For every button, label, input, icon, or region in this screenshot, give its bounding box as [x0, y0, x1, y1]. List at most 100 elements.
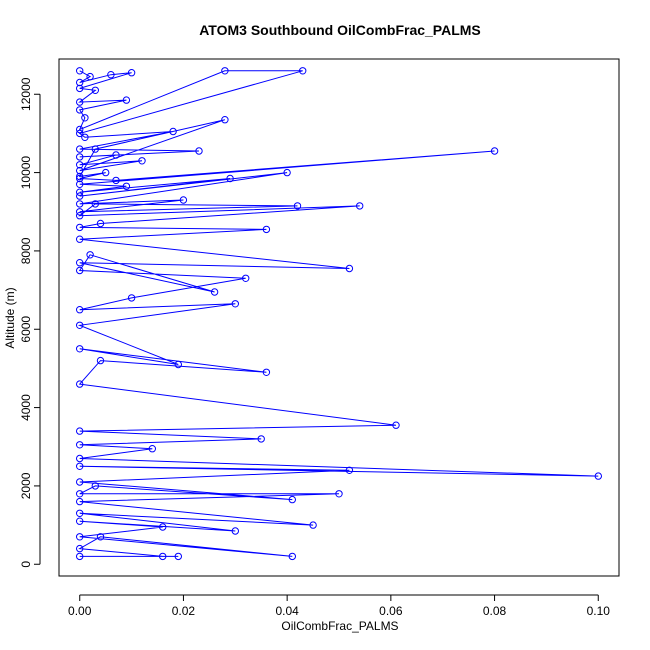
data-point — [174, 360, 183, 369]
data-point — [159, 552, 167, 561]
data-point — [112, 151, 120, 159]
data-point — [288, 495, 296, 504]
data-point — [76, 517, 84, 525]
data-point — [76, 153, 84, 161]
data-point — [76, 208, 84, 216]
x-tick-label: 0.08 — [483, 604, 507, 618]
data-point — [76, 174, 84, 183]
plot-area-frame — [58, 58, 620, 577]
data-point — [81, 114, 89, 122]
data-point — [231, 300, 240, 308]
data-point — [76, 161, 84, 169]
data-point — [76, 223, 84, 232]
data-point — [345, 466, 354, 474]
data-point — [76, 441, 84, 449]
data-point — [76, 125, 84, 134]
data-point — [356, 202, 364, 210]
data-point — [76, 172, 84, 181]
data-point — [221, 67, 229, 75]
data-point — [283, 168, 291, 177]
x-tick-label: 0.04 — [275, 604, 299, 618]
data-point — [490, 147, 499, 155]
data-point — [174, 552, 183, 561]
y-tick-label: 10000 — [19, 156, 33, 190]
x-tick-label: 0.10 — [587, 604, 611, 618]
data-point — [309, 521, 317, 529]
y-tick-label: 6000 — [19, 316, 33, 343]
series-line — [77, 70, 599, 557]
data-point — [76, 478, 84, 486]
data-point — [96, 356, 105, 365]
data-point — [76, 380, 84, 388]
data-point — [231, 527, 240, 535]
data-point — [76, 462, 84, 470]
data-point — [76, 129, 84, 138]
data-point — [76, 192, 84, 200]
data-point — [76, 306, 84, 314]
data-point — [76, 321, 84, 329]
data-point — [102, 168, 110, 177]
data-point — [179, 196, 188, 204]
data-point — [76, 180, 84, 189]
data-point — [76, 552, 84, 561]
data-point — [169, 127, 177, 136]
data-point — [293, 202, 302, 210]
data-point — [122, 182, 131, 191]
x-tick-label: 0.02 — [172, 604, 196, 618]
data-point — [335, 490, 343, 498]
data-point — [195, 147, 203, 155]
data-point — [242, 274, 250, 282]
data-point — [76, 259, 84, 267]
data-point — [221, 116, 229, 124]
data-point — [76, 188, 84, 196]
data-point — [76, 266, 84, 275]
y-axis: 0 2000 4000 6000 8000 10000 12000 — [19, 77, 41, 568]
data-point — [86, 251, 94, 259]
y-tick-label: 2000 — [19, 472, 33, 499]
x-tick-label: 0.00 — [68, 604, 92, 618]
x-tick-label: 0.06 — [379, 604, 403, 618]
data-point — [76, 84, 84, 93]
data-point — [76, 106, 84, 114]
data-point — [210, 288, 219, 296]
data-point — [148, 445, 157, 453]
data-point — [76, 145, 84, 153]
data-point — [96, 219, 105, 228]
chart-title: ATOM3 Southbound OilCombFrac_PALMS — [199, 22, 481, 38]
y-tick-label: 8000 — [19, 237, 33, 264]
data-point — [122, 96, 131, 104]
data-point — [81, 133, 89, 142]
series-layer — [76, 67, 602, 561]
data-point — [226, 174, 234, 183]
data-point — [76, 200, 84, 208]
data-point — [107, 71, 115, 79]
data-point — [112, 176, 120, 185]
data-point — [76, 544, 84, 553]
data-point — [96, 533, 105, 541]
data-point — [91, 482, 100, 490]
data-point — [76, 235, 84, 243]
data-point — [76, 345, 84, 353]
data-point — [76, 490, 84, 498]
data-point — [76, 497, 84, 506]
data-point — [345, 264, 354, 273]
data-point — [76, 427, 84, 435]
y-axis-label: Altitude (m) — [3, 287, 17, 348]
y-tick-label: 0 — [19, 561, 33, 568]
data-point — [288, 552, 296, 561]
y-tick-label: 12000 — [19, 77, 33, 111]
data-point — [91, 145, 100, 153]
x-axis: 0.00 0.02 0.04 0.06 0.08 0.10 — [68, 594, 611, 618]
data-point — [262, 225, 271, 234]
data-point — [76, 509, 84, 517]
data-point — [392, 421, 400, 429]
data-point — [76, 212, 84, 220]
data-point — [76, 454, 84, 463]
data-point — [76, 78, 84, 87]
data-point — [91, 200, 100, 208]
data-point — [138, 157, 146, 165]
data-point — [91, 86, 100, 95]
data-point — [594, 472, 602, 480]
data-point — [76, 98, 84, 106]
